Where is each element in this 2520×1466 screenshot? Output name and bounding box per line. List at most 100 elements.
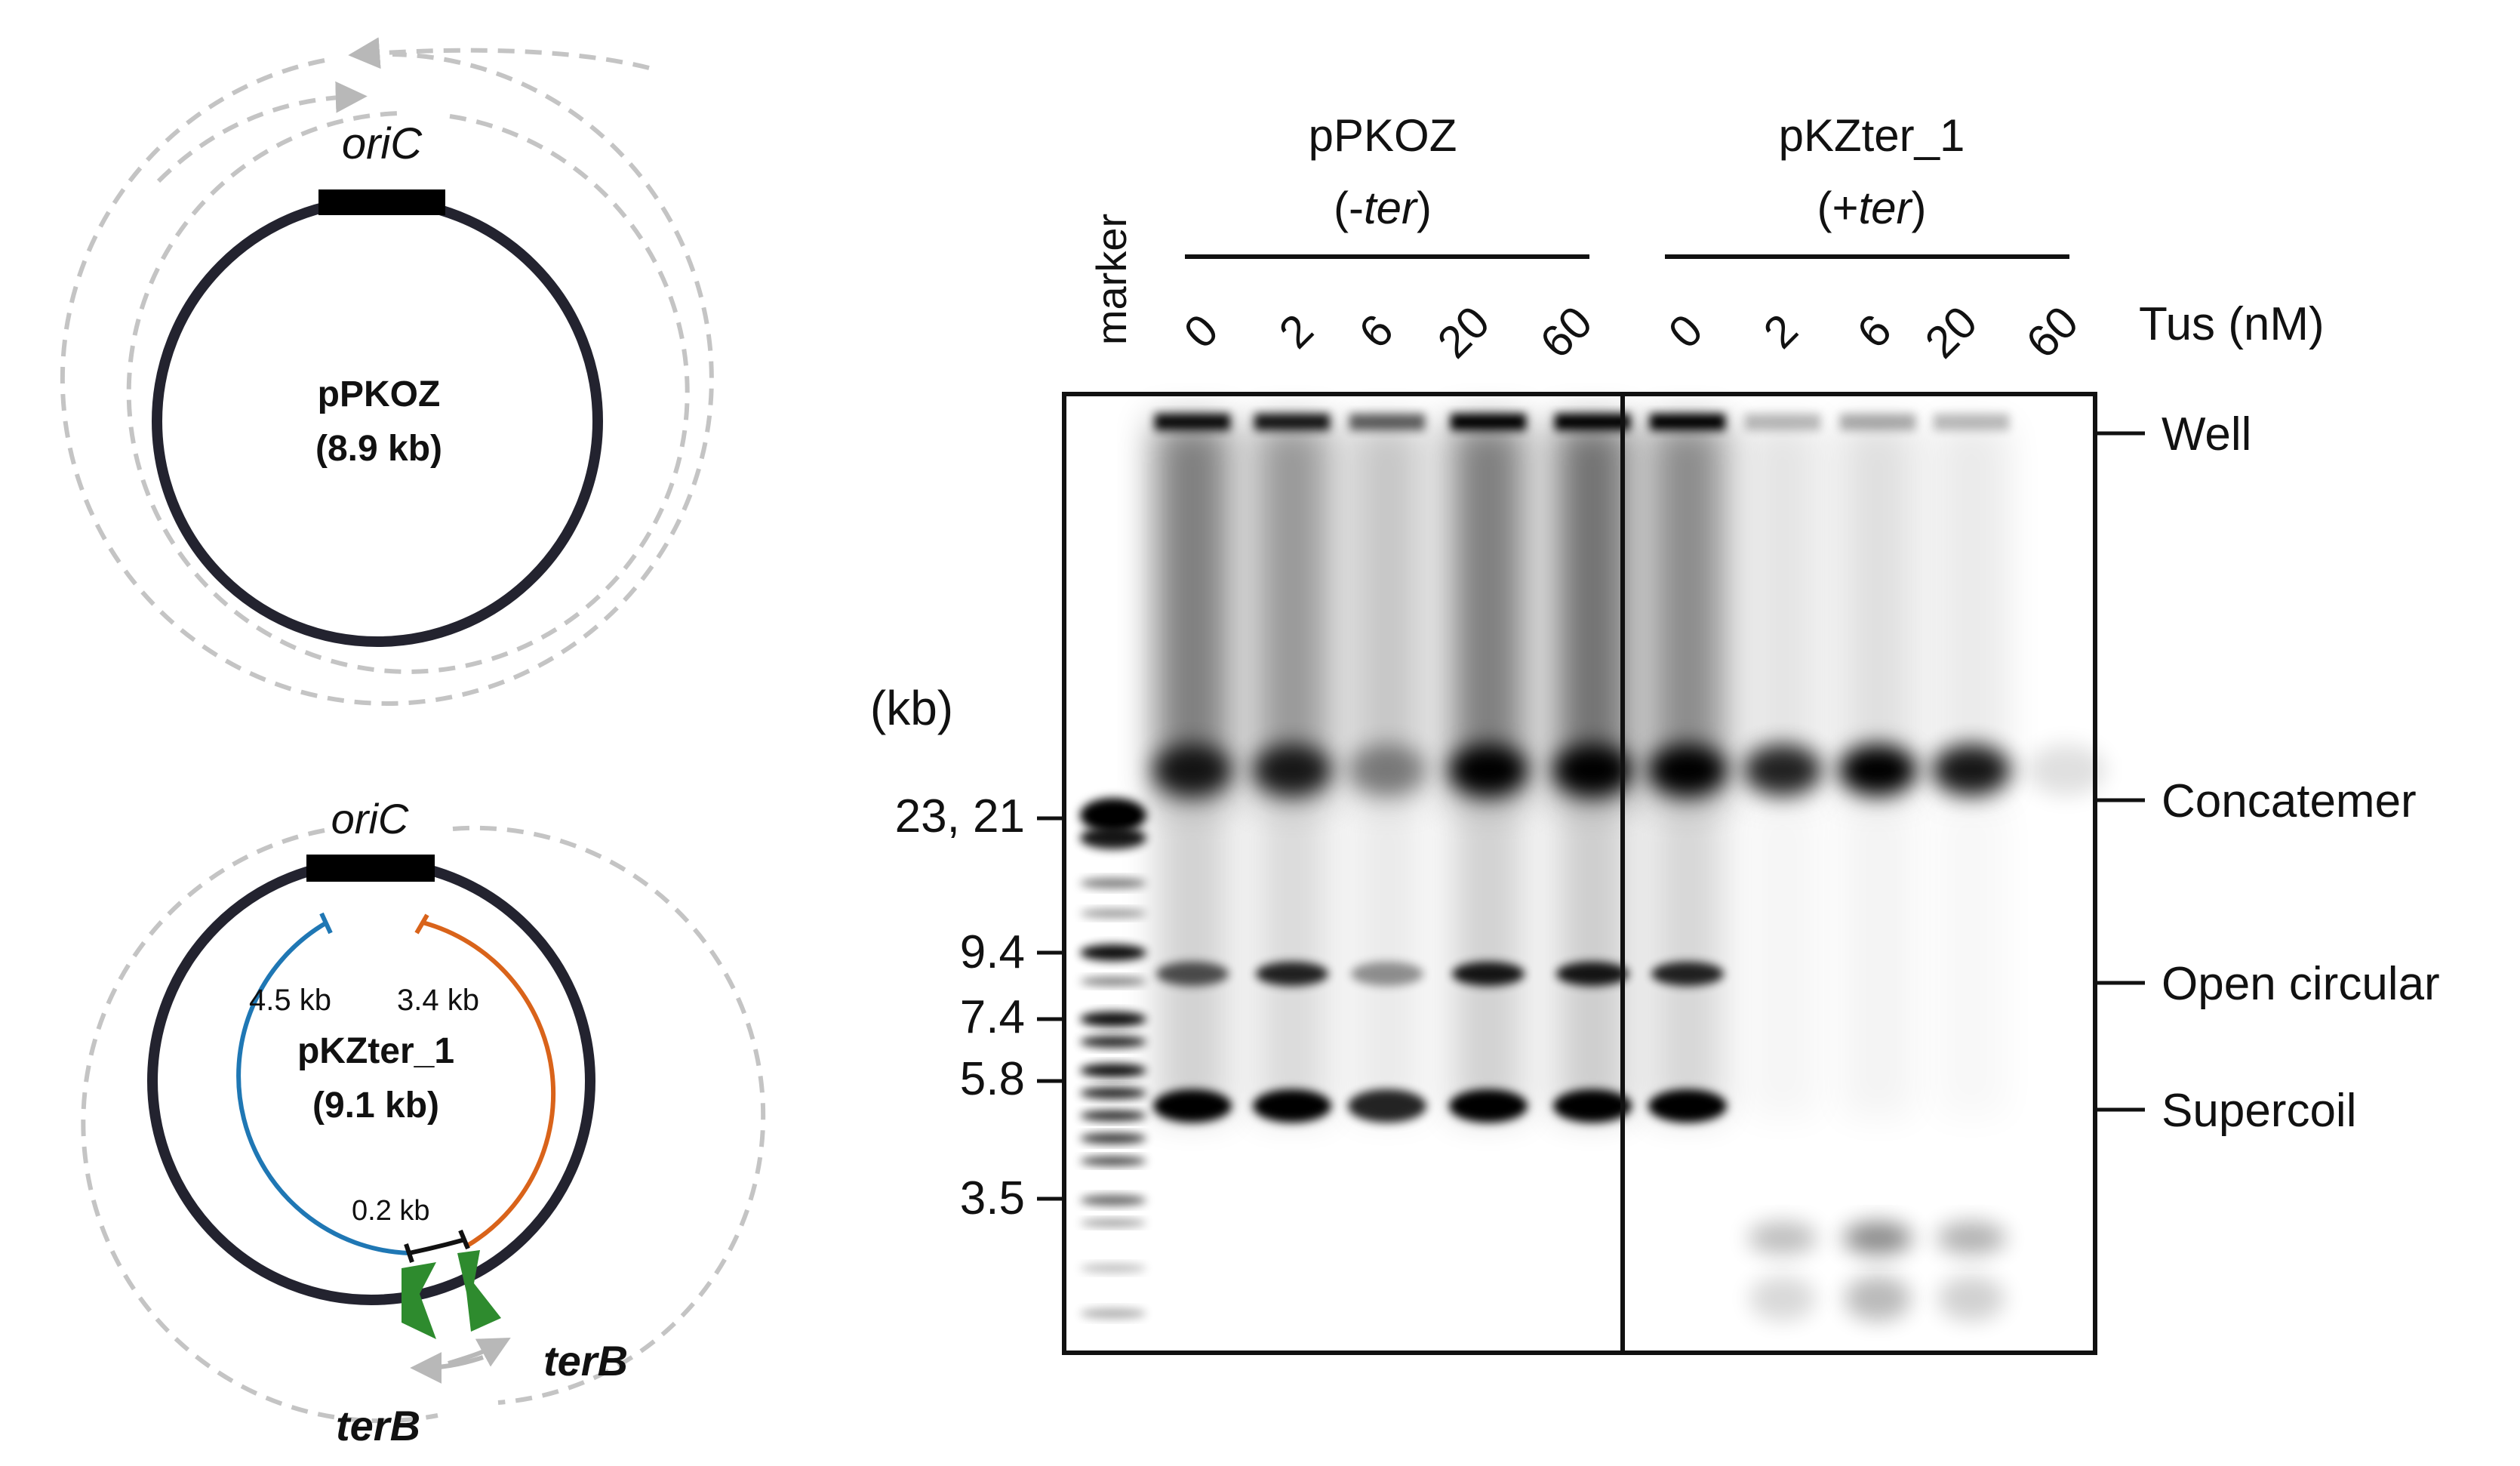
replication-arrow-right	[448, 1337, 511, 1367]
replication-arc-outer-left	[60, 52, 714, 706]
open-circular-band	[1651, 962, 1724, 986]
ter-site-marker	[457, 1250, 501, 1332]
lane-smear	[1452, 800, 1525, 1117]
lane-smear	[1650, 423, 1725, 800]
marker-band	[1080, 798, 1146, 833]
plasmid-name: pPKOZ	[318, 374, 441, 414]
well-band	[1349, 414, 1425, 430]
segment-end-4-5kb	[319, 912, 333, 935]
group-sub-pkzter1: (+ter)	[1817, 183, 1926, 233]
marker-band	[1080, 909, 1146, 918]
oric-box	[306, 855, 435, 882]
plasmid-name: pKZter_1	[297, 1031, 454, 1071]
concatemer-band	[1932, 744, 2011, 796]
replication-arrow-outer	[348, 37, 650, 70]
conc-label: 60	[2017, 297, 2088, 368]
marker-band	[1080, 1219, 1146, 1227]
replication-arc-inner	[126, 111, 690, 674]
lane-smear	[1935, 800, 2008, 1117]
conc-label: 6	[1848, 304, 1901, 358]
supercoil-band	[1553, 1089, 1632, 1123]
size-marker-label: 3.5	[960, 1172, 1025, 1224]
concatemer-band	[1838, 744, 1917, 796]
lane-smear	[1351, 800, 1423, 1117]
marker-band	[1080, 827, 1146, 849]
well-band	[1155, 414, 1230, 430]
segment-tick	[458, 1229, 470, 1250]
plasmid-backbone	[147, 857, 595, 1305]
marker-band	[1080, 977, 1146, 986]
replication-arc-right	[452, 825, 766, 1405]
segment-arc-4-5kb	[236, 920, 410, 1255]
product-band	[1748, 1221, 1817, 1255]
plasmid-pkzter1-map: oriC 4.5 kb 3.4 kb 0.2 kb pKZter_1 (9.1 …	[81, 795, 766, 1449]
lane-smear	[1451, 423, 1526, 800]
marker-band	[1080, 944, 1146, 961]
group-sub-ppkoz: (-ter)	[1334, 183, 1432, 233]
open-circular-band	[1256, 962, 1328, 986]
lane-smear	[1556, 800, 1629, 1117]
lane-smear	[1156, 800, 1229, 1117]
lane-smear	[1840, 423, 1915, 800]
lane-smear	[1254, 423, 1330, 800]
supercoil-band	[1648, 1089, 1727, 1123]
segment-tick	[404, 1243, 414, 1263]
replication-arrow-inner	[156, 81, 368, 183]
conc-label: 20	[1915, 297, 1987, 368]
oric-box	[318, 189, 445, 215]
marker-band	[1080, 1195, 1146, 1206]
marker-band	[1080, 1133, 1146, 1144]
open-circular-band	[1156, 962, 1229, 986]
product-band	[1843, 1221, 1912, 1255]
product-band	[1749, 1276, 1816, 1321]
gel-image	[1062, 392, 2106, 1355]
band-labels: Well Concatemer Open circular Supercoil	[2095, 408, 2440, 1137]
gel-border	[1062, 392, 2097, 1355]
open-circular-band	[1556, 962, 1629, 986]
lane-smear	[1651, 800, 1724, 1117]
lane-smear	[1155, 423, 1230, 800]
plasmid-size: (9.1 kb)	[312, 1086, 439, 1126]
segment-label-4-5kb: 4.5 kb	[249, 984, 331, 1017]
lane-smear	[1745, 423, 1820, 800]
plasmid-backbone	[152, 196, 603, 647]
ter-site-marker	[402, 1262, 436, 1339]
conc-label: 2	[1269, 304, 1323, 358]
well-band	[1934, 414, 2009, 430]
concatemer-band	[1153, 744, 1232, 796]
product-band	[1845, 1276, 1911, 1321]
marker-band	[1080, 1110, 1146, 1121]
segment-end-3-4kb	[414, 913, 429, 935]
tus-label: Tus (nM)	[2139, 298, 2325, 350]
lane-smear	[1256, 800, 1328, 1117]
ter-label: terB	[336, 1402, 420, 1449]
concatemer-band	[1648, 744, 1727, 796]
size-marker-label: 7.4	[960, 991, 1025, 1043]
product-band	[1937, 1221, 2006, 1255]
band-label-well: Well	[2162, 408, 2251, 460]
marker-band	[1080, 878, 1146, 889]
supercoil-band	[1153, 1089, 1232, 1123]
concatemer-band	[1743, 744, 1822, 796]
supercoil-band	[1449, 1089, 1528, 1123]
conc-label: 0	[1174, 304, 1228, 358]
segment-label-3-4kb: 3.4 kb	[397, 984, 479, 1017]
well-band	[1555, 414, 1630, 430]
supercoil-band	[1348, 1089, 1426, 1123]
conc-label: 2	[1754, 304, 1808, 358]
lane-smear	[1842, 800, 1914, 1117]
band-label-open-circular: Open circular	[2162, 958, 2440, 1010]
plasmid-ppkoz-map: oriC pPKOZ (8.9 kb)	[60, 37, 714, 706]
oric-label: oriC	[331, 795, 409, 842]
open-circular-band	[1351, 962, 1423, 986]
product-band	[1938, 1276, 2005, 1321]
segment-arc-3-4kb	[422, 920, 556, 1249]
oric-label: oriC	[342, 119, 423, 168]
concentration-labels: 0 2 6 20 60 0 2 6 20 60	[1174, 297, 2088, 368]
well-band	[1451, 414, 1526, 430]
marker-band	[1080, 1264, 1146, 1273]
lane-smear	[1934, 423, 2009, 800]
band-label-supercoil: Supercoil	[2162, 1085, 2356, 1137]
size-markers: (kb) 23, 21 9.4 7.4 5.8 3.5	[870, 681, 1064, 1224]
